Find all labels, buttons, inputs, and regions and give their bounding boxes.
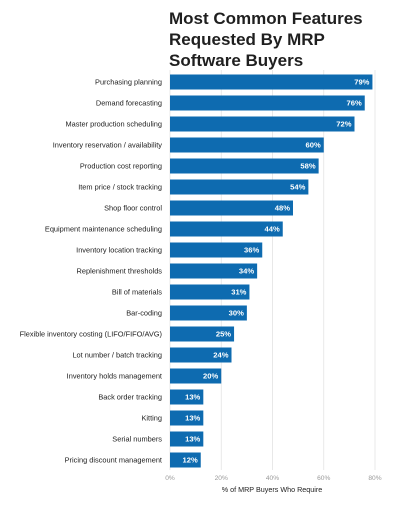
category-label: Item price / stock tracking	[78, 183, 162, 192]
data-label: 36%	[244, 246, 259, 255]
bar	[170, 431, 204, 447]
bar	[170, 368, 222, 384]
category-label: Inventory reservation / availability	[53, 141, 163, 150]
bar	[170, 410, 204, 426]
data-label: 12%	[183, 456, 198, 465]
bar	[170, 137, 324, 153]
bar	[170, 263, 258, 279]
category-label: Flexible inventory costing (LIFO/FIFO/AV…	[20, 330, 162, 339]
data-label: 13%	[185, 414, 200, 423]
bar	[170, 452, 201, 468]
category-label: Replenishment thresholds	[77, 267, 163, 276]
category-label: Purchasing planning	[95, 78, 162, 87]
bars	[170, 74, 373, 468]
bar	[170, 242, 263, 258]
data-label: 30%	[229, 309, 244, 318]
data-label: 44%	[265, 225, 280, 234]
data-label: 20%	[203, 372, 218, 381]
x-tick-labels: 0% 20% 40% 60% 80%	[165, 475, 381, 482]
bar	[170, 347, 232, 363]
chart-title: Most Common Features Requested By MRP So…	[169, 9, 363, 70]
data-label: 13%	[185, 393, 200, 402]
category-labels: Purchasing planning Demand forecasting Mas…	[20, 78, 163, 465]
category-label: Inventory holds management	[67, 372, 162, 381]
category-label: Shop floor control	[104, 204, 162, 213]
bar	[170, 326, 235, 342]
data-label: 58%	[300, 162, 315, 171]
category-label: Bar-coding	[126, 309, 162, 318]
x-axis-label: % of MRP Buyers Who Require	[222, 485, 323, 494]
category-label: Bill of materials	[112, 288, 162, 297]
bar	[170, 200, 293, 216]
bar	[170, 158, 319, 174]
bar	[170, 179, 309, 195]
data-label: 79%	[354, 78, 369, 87]
data-label: 34%	[239, 267, 254, 276]
category-label: Inventory location tracking	[76, 246, 162, 255]
x-tick-label: 0%	[165, 475, 175, 482]
value-labels: 79% 76% 72% 60% 58% 54% 48% 44% 36% 34% 31% 30% 25% 2…	[183, 78, 370, 465]
bar	[170, 95, 365, 111]
category-label: Pricing discount management	[65, 456, 162, 465]
data-label: 54%	[290, 183, 305, 192]
category-label: Kitting	[141, 414, 162, 423]
category-label: Production cost reporting	[80, 162, 162, 171]
data-label: 60%	[306, 141, 321, 150]
bar	[170, 74, 373, 90]
category-label: Lot number / batch tracking	[72, 351, 162, 360]
x-tick-label: 20%	[215, 475, 228, 482]
category-label: Demand forecasting	[96, 99, 162, 108]
category-label: Equipment maintenance scheduling	[45, 225, 162, 234]
category-label: Serial numbers	[112, 435, 162, 444]
x-tick-label: 60%	[317, 475, 330, 482]
x-tick-label: 80%	[368, 475, 381, 482]
bar	[170, 116, 355, 132]
category-label: Master production scheduling	[65, 120, 162, 129]
data-label: 31%	[231, 288, 246, 297]
category-label: Back order tracking	[98, 393, 162, 402]
bar	[170, 284, 250, 300]
bar	[170, 305, 247, 321]
data-label: 72%	[336, 120, 351, 129]
x-tick-label: 40%	[266, 475, 279, 482]
data-label: 25%	[216, 330, 231, 339]
data-label: 24%	[213, 351, 228, 360]
data-label: 76%	[347, 99, 362, 108]
bar	[170, 389, 204, 405]
data-label: 48%	[275, 204, 290, 213]
bar	[170, 221, 283, 237]
data-label: 13%	[185, 435, 200, 444]
